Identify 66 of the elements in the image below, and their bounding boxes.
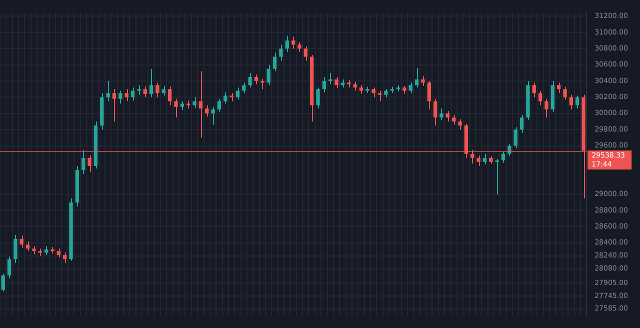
candlestick: [408, 82, 412, 94]
candlestick: [575, 95, 580, 110]
candlestick: [414, 68, 419, 88]
candlestick: [538, 90, 542, 106]
candlestick: [149, 68, 154, 98]
candlestick: [501, 150, 506, 164]
candlestick: [118, 90, 122, 104]
candlestick: [334, 76, 338, 89]
candlestick: [556, 82, 561, 94]
candlestick: [112, 88, 116, 122]
candlestick: [266, 64, 270, 86]
candlestick: [26, 240, 30, 252]
candlestick: [446, 110, 450, 122]
candlestick: [198, 70, 203, 138]
candlestick: [372, 86, 376, 98]
candlestick: [14, 234, 18, 264]
candlestick: [205, 104, 209, 118]
candlestick: [248, 72, 252, 88]
candlestick: [82, 149, 86, 175]
candlestick: [433, 98, 438, 126]
candlestick: [224, 92, 228, 104]
candlestick: [242, 82, 246, 94]
candlestick: [137, 84, 141, 96]
candlestick: [192, 96, 196, 108]
candlestick: [482, 153, 487, 165]
candlestick: [62, 252, 67, 264]
candlestick: [544, 98, 548, 118]
candlestick: [291, 36, 296, 50]
candlestick: [476, 155, 480, 167]
candlestick: [130, 86, 135, 101]
candlestick: [520, 114, 524, 134]
candlestick: [162, 85, 166, 96]
candlestick: [143, 86, 147, 98]
candlestick: [563, 86, 567, 100]
candlestick: [217, 98, 222, 112]
candlestick: [272, 52, 277, 72]
candlestick: [254, 74, 258, 85]
candlestick: [156, 82, 160, 98]
candlestick: [508, 144, 512, 157]
candlestick: [304, 46, 308, 62]
candlestick: [322, 76, 326, 93]
candlestick: [316, 86, 320, 110]
candlestick: [378, 90, 382, 102]
candlestick: [7, 256, 12, 280]
candlestick: [421, 76, 425, 86]
candlestick: [452, 114, 456, 126]
candlestick: [88, 155, 92, 172]
candlestick: [458, 118, 462, 130]
candlestick: [569, 94, 574, 110]
candlestick: [285, 35, 289, 52]
candlestick: [279, 44, 283, 62]
candlestick: [532, 82, 536, 98]
candlestick: [495, 158, 499, 195]
candlestick: [20, 235, 24, 248]
candlestick: [236, 86, 240, 100]
candlestick: [514, 126, 518, 149]
candlestick: [1, 273, 5, 292]
candlestick: [124, 88, 128, 102]
candlestick: [440, 108, 444, 120]
candlestick: [168, 86, 172, 106]
candlestick: [298, 42, 302, 52]
candlestick: [211, 106, 215, 126]
candlestick: [427, 80, 431, 110]
candlestick: [106, 80, 110, 102]
candlestick: [260, 78, 264, 90]
candlestick: [174, 98, 178, 118]
